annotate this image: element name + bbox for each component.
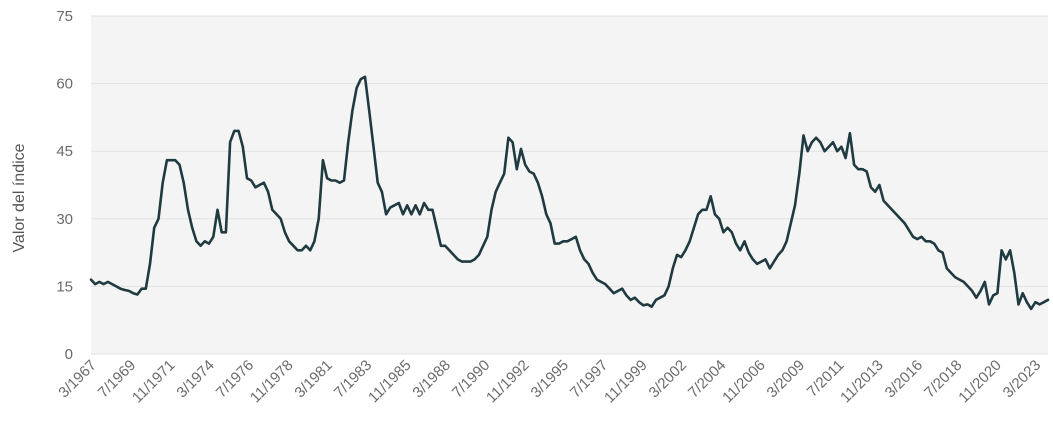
series-line [89, 75, 1050, 311]
y-tick-label: 0 [65, 346, 73, 363]
y-tick-label: 45 [56, 143, 73, 160]
x-tick-label: 3/2023 [1000, 357, 1044, 401]
x-tick-label: 3/2016 [882, 357, 926, 401]
y-tick-label: 75 [56, 8, 73, 25]
x-tick-label: 11/1978 [247, 357, 297, 407]
y-tick-label: 30 [56, 211, 73, 228]
y-tick-labels: 0 15 30 45 60 75 [56, 8, 73, 363]
x-tick-label: 3/1988 [409, 357, 453, 401]
x-tick-label: 3/1974 [173, 357, 217, 401]
x-tick-label: 3/2009 [764, 357, 808, 401]
x-tick-label: 11/2006 [719, 357, 769, 407]
plot-background [91, 16, 1048, 354]
gridlines [91, 15, 1048, 355]
x-tick-label: 3/2002 [646, 357, 690, 401]
y-tick-label: 60 [56, 76, 73, 93]
x-tick-label: 11/2013 [837, 357, 887, 407]
x-tick-label: 11/2020 [955, 357, 1005, 407]
x-tick-label: 11/1985 [365, 357, 415, 407]
x-tick-labels: 3/19677/196911/19713/19747/197611/19783/… [55, 357, 1044, 407]
x-tick-label: 11/1971 [129, 357, 179, 407]
x-tick-label: 3/1967 [55, 357, 99, 401]
x-tick-label: 11/1992 [483, 357, 533, 407]
y-tick-label: 15 [56, 278, 73, 295]
x-tick-label: 3/1995 [528, 357, 572, 401]
x-tick-label: 11/1999 [601, 357, 651, 407]
x-tick-label: 3/1981 [291, 357, 335, 401]
y-axis-label: Valor del índice [11, 143, 28, 252]
